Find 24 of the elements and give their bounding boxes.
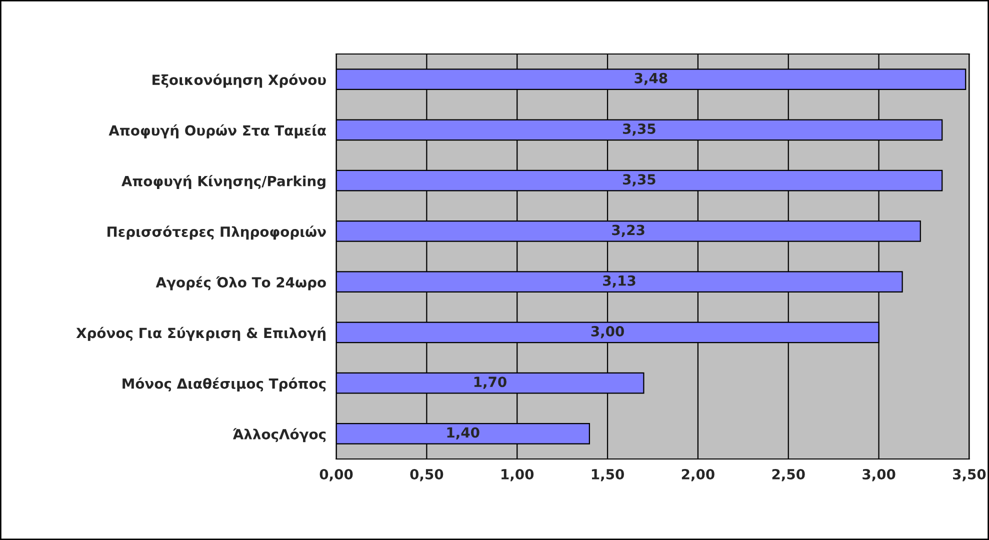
y-tick-label: Αποφυγή Κίνησης/Parking — [122, 175, 326, 190]
data-label: 3,35 — [622, 123, 656, 136]
data-label: 3,35 — [622, 174, 656, 186]
data-label: 3,23 — [612, 224, 644, 237]
y-tick-label: Αγορές Όλο Το 24ωρο — [156, 276, 326, 290]
y-tick-label: Εξοικονόμηση Χρόνου — [152, 74, 326, 88]
y-tick-label: ΆλλοςΛόγος — [232, 428, 326, 442]
x-tick-label: 0,50 — [410, 468, 444, 482]
x-tick-label: 3,50 — [953, 468, 986, 482]
y-tick-label: Περισσότερες Πληροφοριών — [108, 226, 326, 240]
x-tick-label: 1,50 — [592, 468, 624, 482]
y-tick-label: Χρόνος Για Σύγκριση & Επιλογή — [76, 326, 326, 341]
data-label: 1,40 — [447, 427, 480, 440]
data-label: 3,48 — [634, 72, 668, 86]
x-tick-label: 2,50 — [772, 468, 805, 482]
y-tick-label: Μόνος Διαθέσιμος Τρόπος — [122, 378, 326, 392]
y-tick-label: Αποφυγή Ουρών Στα Ταμεία — [108, 124, 326, 138]
x-tick-label: 2,00 — [682, 468, 714, 482]
data-label: 1,70 — [474, 376, 506, 389]
data-label: 3,13 — [603, 275, 636, 288]
data-label: 3,00 — [591, 326, 624, 338]
x-tick-label: 1,00 — [502, 468, 534, 482]
x-tick-label: 0,00 — [320, 468, 353, 482]
x-tick-label: 3,00 — [862, 468, 896, 482]
